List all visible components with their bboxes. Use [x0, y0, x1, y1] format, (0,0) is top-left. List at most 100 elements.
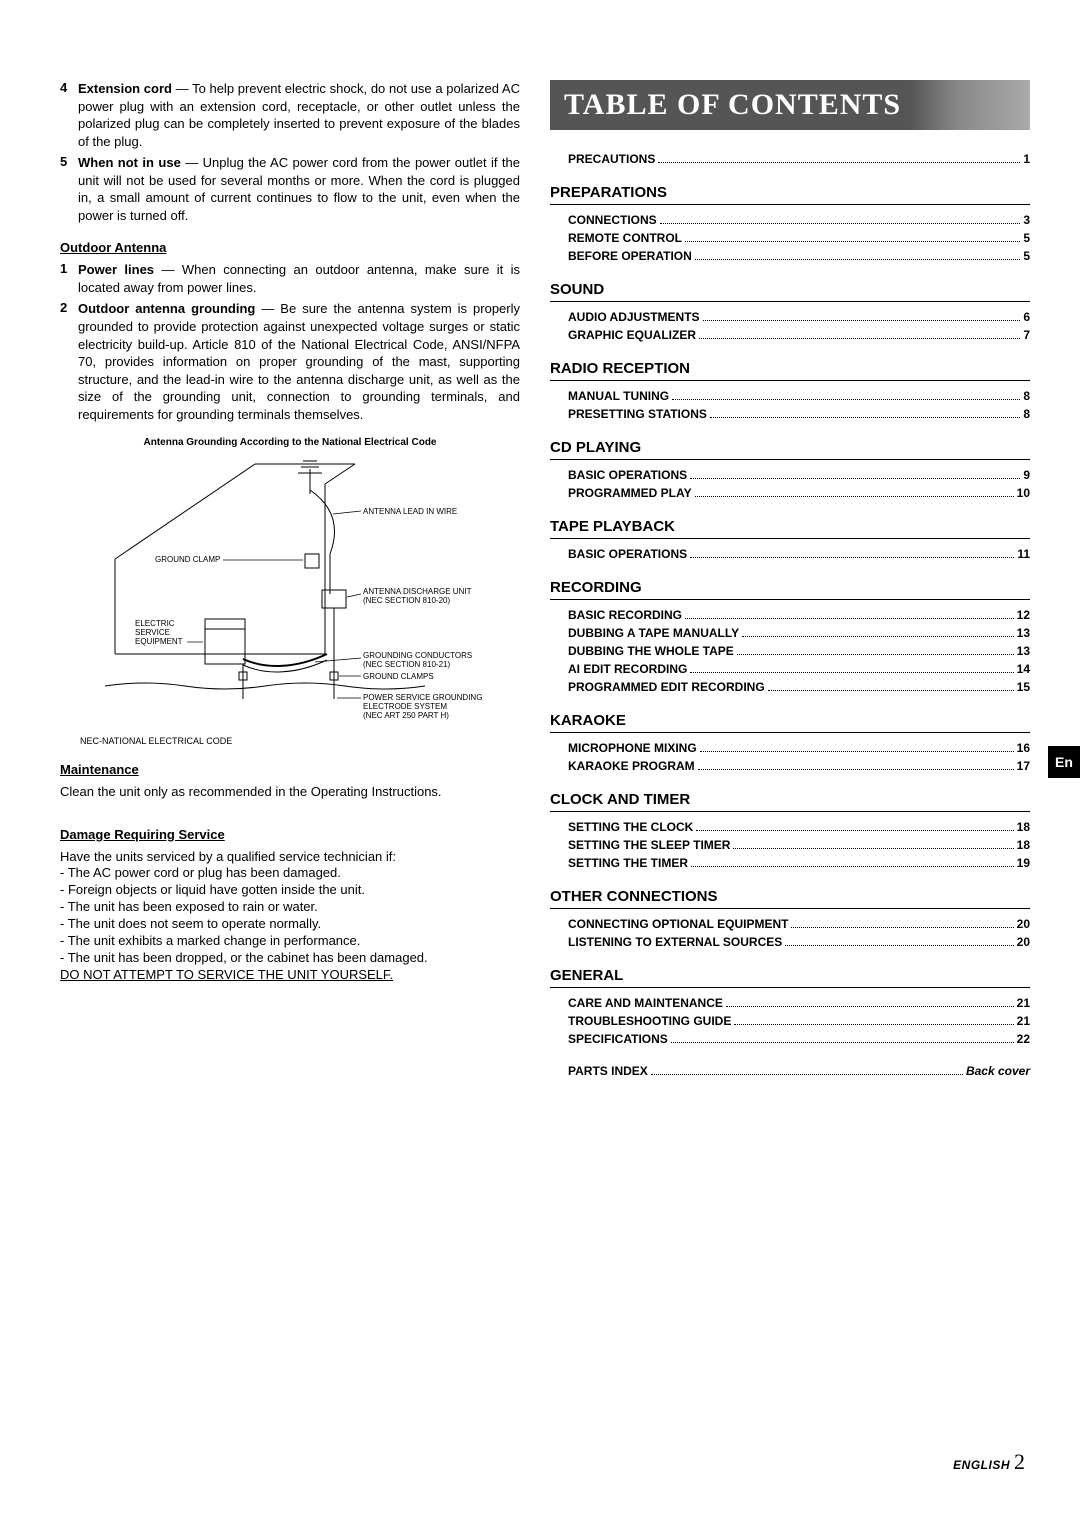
outdoor-items: 1Power lines — When connecting an outdoo… — [60, 261, 520, 423]
toc-entry-page: 8 — [1023, 389, 1030, 403]
toc-entry: BASIC OPERATIONS 9 — [550, 466, 1030, 484]
damage-item: - The unit has been dropped, or the cabi… — [60, 950, 520, 965]
toc-entry-label: CARE AND MAINTENANCE — [568, 996, 723, 1010]
toc-entry-label: TROUBLESHOOTING GUIDE — [568, 1014, 731, 1028]
toc-dots — [737, 654, 1014, 655]
toc-dots — [710, 417, 1020, 418]
toc-entry-label: CONNECTING OPTIONAL EQUIPMENT — [568, 917, 788, 931]
grounding-diagram: ANTENNA LEAD IN WIRE GROUND CLAMP ANTENN… — [95, 454, 485, 734]
toc-dots — [690, 557, 1014, 558]
toc-entry-page: 8 — [1023, 407, 1030, 421]
toc-entry: GRAPHIC EQUALIZER 7 — [550, 326, 1030, 344]
toc-dots — [699, 338, 1020, 339]
damage-item: - The AC power cord or plug has been dam… — [60, 865, 520, 880]
toc-entry-page: 5 — [1023, 249, 1030, 263]
toc-entry: DUBBING A TAPE MANUALLY13 — [550, 624, 1030, 642]
toc-entry: CONNECTIONS3 — [550, 211, 1030, 229]
toc-entry: CARE AND MAINTENANCE21 — [550, 994, 1030, 1012]
toc-entry: PROGRAMMED EDIT RECORDING 15 — [550, 678, 1030, 696]
footer-lang: ENGLISH — [953, 1458, 1010, 1472]
toc-entry-page: 11 — [1017, 547, 1030, 561]
item-body: Power lines — When connecting an outdoor… — [78, 261, 520, 296]
toc-dots — [671, 1042, 1014, 1043]
toc-entry-label: SETTING THE TIMER — [568, 856, 688, 870]
toc-entry: REMOTE CONTROL5 — [550, 229, 1030, 247]
toc-dots — [734, 1024, 1013, 1025]
maintenance-text: Clean the unit only as recommended in th… — [60, 783, 520, 801]
toc-dots — [791, 927, 1013, 928]
lbl-power-service: POWER SERVICE GROUNDING ELECTRODE SYSTEM… — [363, 693, 485, 720]
right-column: TABLE OF CONTENTS PRECAUTIONS1PREPARATIO… — [550, 80, 1030, 1080]
toc-entry-label: MICROPHONE MIXING — [568, 741, 697, 755]
toc-dots — [672, 399, 1020, 400]
page-footer: ENGLISH2 — [953, 1449, 1025, 1475]
toc-entry-page: 5 — [1023, 231, 1030, 245]
lbl-ground-clamps2: GROUND CLAMPS — [363, 672, 434, 681]
toc-entry: BEFORE OPERATION 5 — [550, 247, 1030, 265]
toc-entry: BASIC OPERATIONS 11 — [550, 545, 1030, 563]
toc-entry-label: PARTS INDEX — [568, 1064, 648, 1078]
toc-entry-page: Back cover — [966, 1064, 1030, 1078]
toc-entry: CONNECTING OPTIONAL EQUIPMENT20 — [550, 915, 1030, 933]
toc-entry-label: BEFORE OPERATION — [568, 249, 692, 263]
item-body: Outdoor antenna grounding — Be sure the … — [78, 300, 520, 423]
toc-entry-label: GRAPHIC EQUALIZER — [568, 328, 696, 342]
toc-entry: TROUBLESHOOTING GUIDE21 — [550, 1012, 1030, 1030]
toc-entry: MANUAL TUNING8 — [550, 387, 1030, 405]
toc-entry-page: 10 — [1017, 486, 1030, 500]
toc-entry-label: SETTING THE SLEEP TIMER — [568, 838, 730, 852]
toc-entry-label: BASIC OPERATIONS — [568, 468, 687, 482]
item-body: When not in use — Unplug the AC power co… — [78, 154, 520, 224]
toc-entry: SPECIFICATIONS22 — [550, 1030, 1030, 1048]
toc-entry: BASIC RECORDING12 — [550, 606, 1030, 624]
item-number: 5 — [60, 154, 78, 224]
toc-entry-page: 17 — [1017, 759, 1030, 773]
damage-item: - The unit exhibits a marked change in p… — [60, 933, 520, 948]
toc-entry: SETTING THE TIMER 19 — [550, 854, 1030, 872]
toc-dots — [785, 945, 1013, 946]
toc-entry-page: 14 — [1017, 662, 1030, 676]
item-number: 2 — [60, 300, 78, 423]
toc-dots — [696, 830, 1013, 831]
toc-dots — [690, 478, 1020, 479]
toc-entry-page: 18 — [1017, 838, 1030, 852]
lbl-conductors: GROUNDING CONDUCTORS (NEC SECTION 810-21… — [363, 651, 474, 669]
toc-entry: PROGRAMMED PLAY 10 — [550, 484, 1030, 502]
toc-entry-label: CONNECTIONS — [568, 213, 657, 227]
toc-entry-label: BASIC OPERATIONS — [568, 547, 687, 561]
damage-title: Damage Requiring Service — [60, 827, 520, 842]
outdoor-antenna-title: Outdoor Antenna — [60, 240, 520, 255]
toc-dots — [658, 162, 1020, 163]
toc-dots — [703, 320, 1021, 321]
damage-list: - The AC power cord or plug has been dam… — [60, 865, 520, 965]
toc-entry-page: 9 — [1023, 468, 1030, 482]
toc-entry-label: PROGRAMMED EDIT RECORDING — [568, 680, 765, 694]
toc-entry-page: 22 — [1017, 1032, 1030, 1046]
toc-entry-label: SETTING THE CLOCK — [568, 820, 693, 834]
item-number: 4 — [60, 80, 78, 150]
toc-entry-page: 7 — [1023, 328, 1030, 342]
toc-entry-page: 15 — [1017, 680, 1030, 694]
toc-entry: LISTENING TO EXTERNAL SOURCES20 — [550, 933, 1030, 951]
toc-entry: AI EDIT RECORDING 14 — [550, 660, 1030, 678]
toc-dots — [651, 1074, 963, 1075]
toc-entry-label: DUBBING THE WHOLE TAPE — [568, 644, 734, 658]
toc-dots — [685, 241, 1020, 242]
toc-dots — [726, 1006, 1014, 1007]
item-body: Extension cord — To help prevent electri… — [78, 80, 520, 150]
toc-entry-label: AI EDIT RECORDING — [568, 662, 687, 676]
toc-section-title: CD PLAYING — [550, 439, 1030, 460]
toc-entry-page: 20 — [1017, 935, 1030, 949]
toc-section-title: KARAOKE — [550, 712, 1030, 733]
toc-entry: SETTING THE SLEEP TIMER 18 — [550, 836, 1030, 854]
toc-entry: AUDIO ADJUSTMENTS6 — [550, 308, 1030, 326]
toc-entry-label: PROGRAMMED PLAY — [568, 486, 692, 500]
toc-section-title: PREPARATIONS — [550, 184, 1030, 205]
toc-entry-label: PRECAUTIONS — [568, 152, 655, 166]
lbl-ground-clamp: GROUND CLAMP — [155, 555, 220, 564]
toc-entry-page: 19 — [1017, 856, 1030, 870]
toc-banner: TABLE OF CONTENTS — [550, 80, 1030, 130]
damage-item: - The unit has been exposed to rain or w… — [60, 899, 520, 914]
item-number: 1 — [60, 261, 78, 296]
toc-entry-page: 16 — [1017, 741, 1030, 755]
